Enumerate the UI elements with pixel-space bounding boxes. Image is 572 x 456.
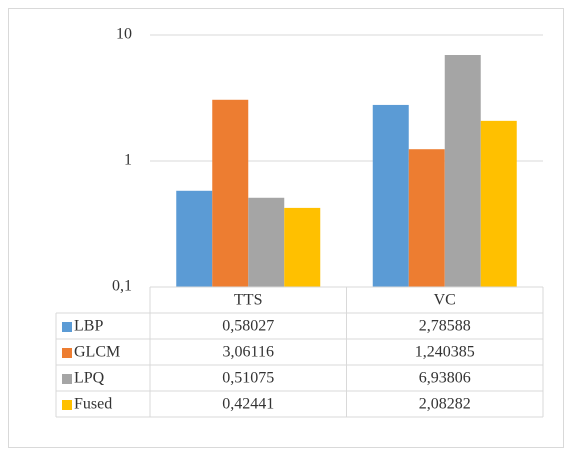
table-header: TTS [234, 292, 262, 309]
bar [372, 104, 409, 287]
y-tick-label: 0,1 [112, 278, 132, 295]
y-tick-label: 10 [116, 26, 132, 43]
bar [444, 55, 481, 288]
table-value: 1,240385 [415, 344, 475, 361]
y-tick-label: 1 [124, 152, 132, 169]
bar [284, 207, 321, 287]
table-value: 2,78588 [419, 318, 471, 335]
table-value: 0,51075 [222, 370, 274, 387]
legend-label: LPQ [74, 370, 105, 387]
bar [248, 197, 285, 287]
bar [176, 190, 213, 287]
table-value: 3,06116 [223, 344, 274, 361]
table-value: 2,08282 [419, 396, 471, 413]
legend-label: GLCM [74, 344, 120, 361]
legend-swatch [62, 348, 72, 358]
table-value: 0,58027 [222, 318, 274, 335]
bar [212, 99, 249, 288]
table-value: 6,93806 [419, 370, 471, 387]
bar [408, 149, 445, 287]
legend-label: Fused [74, 396, 112, 413]
table-value: 0,42441 [222, 396, 274, 413]
legend-label: LBP [74, 318, 103, 335]
table-header: VC [434, 292, 456, 309]
legend-swatch [62, 322, 72, 332]
legend-swatch [62, 374, 72, 384]
bar [480, 120, 517, 287]
legend-swatch [62, 400, 72, 410]
